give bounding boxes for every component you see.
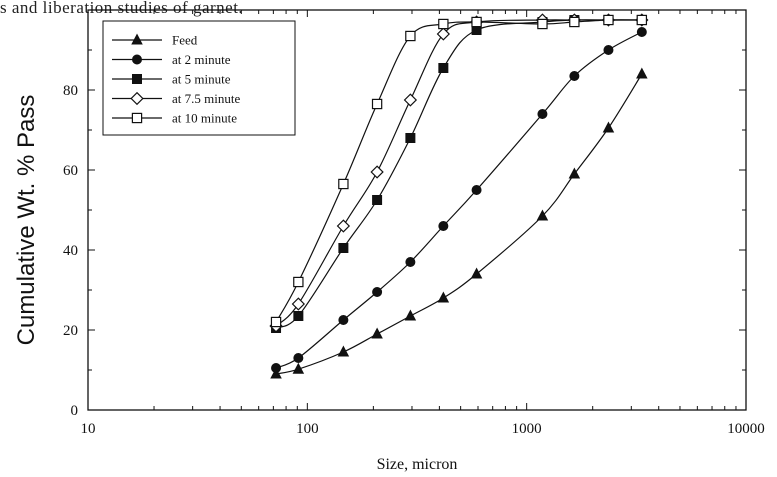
y-tick-label: 40: [63, 243, 78, 259]
series-line: [275, 31, 643, 369]
x-axis-title: Size, micron: [377, 456, 458, 473]
data-point: [371, 98, 383, 110]
data-point: [293, 352, 304, 363]
y-axis-title: Cumulative Wt. % Pass: [13, 95, 40, 346]
series-2: [271, 26, 647, 373]
legend-marker: [130, 91, 144, 106]
caption-fragment: s and liberation studies of garnet.: [0, 0, 244, 17]
data-point: [603, 14, 614, 26]
y-tick-label: 20: [63, 323, 78, 339]
legend-label: at 7.5 minute: [172, 91, 240, 106]
legend-label: at 2 minute: [172, 52, 231, 67]
data-point: [536, 209, 549, 221]
data-point: [338, 242, 349, 253]
data-point: [293, 310, 304, 321]
legend-marker: [131, 74, 142, 85]
data-point: [293, 276, 304, 288]
data-point: [471, 184, 482, 195]
legend-label: Feed: [172, 33, 198, 48]
data-point: [291, 297, 305, 311]
data-point: [471, 16, 482, 28]
data-point: [372, 286, 383, 297]
y-tick-label: 60: [63, 163, 78, 179]
data-point: [370, 165, 384, 179]
data-point: [537, 18, 548, 30]
data-point: [603, 45, 614, 56]
data-point: [337, 345, 350, 357]
data-point: [438, 18, 449, 30]
data-point: [436, 27, 450, 41]
data-point: [271, 362, 282, 373]
data-point: [405, 256, 416, 267]
data-point: [270, 316, 282, 328]
data-point: [636, 67, 648, 79]
data-point: [569, 16, 580, 28]
series-line: [275, 73, 643, 375]
legend-label: at 10 minute: [172, 111, 237, 126]
data-point: [338, 314, 349, 325]
data-point: [438, 63, 449, 74]
data-point: [292, 362, 305, 374]
legend-marker: [131, 33, 143, 45]
data-point: [636, 26, 647, 37]
y-tick-label: 0: [71, 403, 79, 419]
x-tick-label: 1000: [512, 421, 542, 437]
legend-marker: [131, 112, 143, 124]
data-point: [537, 109, 548, 120]
data-point: [336, 219, 351, 233]
data-point: [404, 309, 417, 321]
data-point: [405, 30, 416, 42]
series-line: [275, 19, 642, 329]
x-tick-label: 100: [296, 421, 319, 437]
data-point: [403, 93, 418, 107]
data-point: [372, 194, 383, 205]
data-point: [569, 71, 580, 82]
series-1: [270, 67, 648, 379]
data-point: [636, 14, 648, 26]
data-point: [270, 367, 282, 379]
data-point: [602, 121, 615, 133]
data-point: [438, 220, 449, 231]
data-point: [568, 167, 581, 179]
legend: Feed at 2 minute at 5 minute at 7.5 minute a…: [102, 20, 296, 136]
series-layer: [269, 13, 649, 379]
axis-layer: 10 100 1000 10000 0 20 40 60 80: [63, 10, 765, 437]
y-tick-label: 80: [63, 83, 78, 99]
data-point: [371, 327, 383, 339]
data-point: [338, 178, 349, 190]
series-5: [270, 14, 648, 328]
legend-label: at 5 minute: [172, 72, 231, 87]
data-point: [470, 267, 483, 279]
x-tick-label: 10: [81, 421, 96, 437]
x-tick-label: 10000: [727, 421, 765, 437]
data-point: [437, 291, 450, 303]
legend-marker: [131, 54, 142, 65]
data-point: [405, 132, 416, 143]
